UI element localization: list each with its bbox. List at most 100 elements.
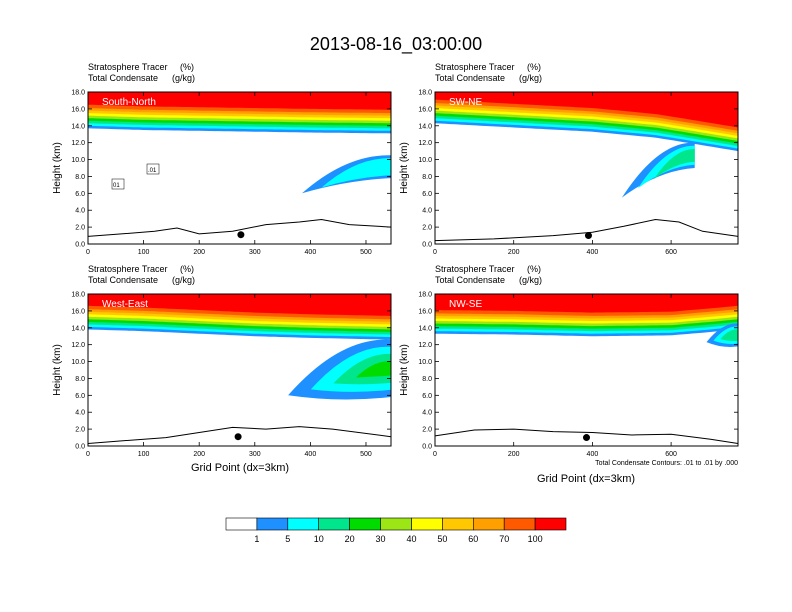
colorbar-label: 20 [345, 534, 355, 544]
location-marker [583, 434, 590, 442]
panel-west-east: Stratosphere Tracer (%) Total Condensate… [52, 264, 392, 474]
x-tick-label: 300 [249, 249, 261, 256]
location-marker [237, 231, 245, 239]
location-marker [234, 433, 242, 441]
x-tick-label: 600 [665, 451, 677, 458]
tracer-level-10 [88, 92, 391, 110]
y-tick-label: 6.0 [422, 393, 432, 400]
y-tick-label: 10.0 [71, 157, 85, 164]
subtitle-tracer: Stratosphere Tracer [88, 264, 168, 274]
y-tick-label: 10.0 [418, 157, 432, 164]
y-tick-label: 16.0 [71, 308, 85, 315]
y-tick-label: 4.0 [422, 208, 432, 215]
y-tick-label: 16.0 [418, 308, 432, 315]
y-tick-label: 8.0 [422, 376, 432, 383]
contour-label-box [146, 163, 160, 175]
intrusion-level-4 [356, 361, 391, 378]
subtitle-tracer: Stratosphere Tracer [88, 62, 168, 72]
contour-label-box [111, 178, 125, 190]
colorbar-swatch [256, 517, 289, 531]
tracer-level-10 [88, 294, 391, 316]
colorbar-label: 1 [254, 534, 259, 544]
panel-label: South-North [102, 97, 156, 108]
subtitle-condensate: Total Condensate [435, 275, 505, 285]
terrain-line [434, 218, 739, 242]
panel-label: West-East [102, 299, 148, 310]
intrusion-level-2 [321, 158, 391, 188]
y-tick-label: 2.0 [422, 427, 432, 434]
y-tick-label: 6.0 [75, 393, 85, 400]
tracer-level-10 [435, 294, 738, 313]
y-tick-label: 2.0 [75, 225, 85, 232]
plot-frame [87, 91, 392, 245]
terrain-line [434, 428, 739, 444]
colorbar-label: 60 [468, 534, 478, 544]
colorbar-swatch [225, 517, 258, 531]
figure-title: 2013-08-16_03:00:00 [310, 34, 482, 55]
intrusion-level-3 [720, 329, 738, 342]
contour-label: .01 [148, 168, 157, 174]
colorbar-swatch [287, 517, 319, 531]
y-tick-label: 14.0 [71, 123, 85, 130]
colorbar: 1 5 10 20 30 40 50 60 70 100 [225, 517, 567, 544]
y-tick-label: 6.0 [422, 191, 432, 198]
panel-south-north: Stratosphere Tracer (%) Total Condensate… [52, 62, 392, 256]
contour-footnote: Total Condensate Contours: .01 to .01 by… [595, 460, 738, 467]
panel-sw-ne: Stratosphere Tracer (%) Total Condensate… [399, 62, 739, 256]
x-tick-label: 0 [433, 249, 437, 256]
subtitle-tracer-unit: (%) [180, 62, 194, 72]
colorbar-label: 30 [375, 534, 385, 544]
y-tick-label: 12.0 [418, 140, 432, 147]
x-tick-label: 0 [86, 451, 90, 458]
x-tick-label: 100 [138, 451, 150, 458]
colorbar-label: 70 [499, 534, 509, 544]
y-tick-label: 8.0 [75, 174, 85, 181]
x-tick-label: 600 [665, 249, 677, 256]
y-tick-label: 12.0 [418, 342, 432, 349]
y-axis-label: Height (km) [52, 142, 63, 194]
y-tick-label: 14.0 [418, 123, 432, 130]
x-axis-label: Grid Point (dx=3km) [191, 462, 289, 474]
x-tick-label: 500 [360, 249, 372, 256]
panel-label: NW-SE [449, 299, 482, 310]
panel-label: SW-NE [449, 97, 482, 108]
y-axis-label: Height (km) [399, 142, 410, 194]
intrusion-level-3 [333, 353, 391, 385]
y-tick-label: 16.0 [71, 106, 85, 113]
x-tick-label: 200 [508, 249, 520, 256]
plot-area [434, 92, 739, 244]
y-tick-label: 2.0 [422, 225, 432, 232]
subtitle-tracer-unit: (%) [527, 264, 541, 274]
x-tick-label: 400 [305, 451, 317, 458]
terrain-line [87, 218, 392, 237]
panel-nw-se: Stratosphere Tracer (%) Total Condensate… [399, 264, 739, 485]
y-tick-label: 6.0 [75, 191, 85, 198]
y-tick-label: 4.0 [75, 410, 85, 417]
y-tick-label: 14.0 [418, 325, 432, 332]
plot-area [434, 294, 739, 446]
y-tick-label: 0.0 [75, 242, 85, 249]
x-tick-label: 0 [433, 451, 437, 458]
y-tick-label: 10.0 [71, 359, 85, 366]
y-tick-label: 4.0 [422, 410, 432, 417]
subtitle-condensate: Total Condensate [435, 73, 505, 83]
y-tick-label: 0.0 [75, 444, 85, 451]
y-tick-label: 18.0 [71, 90, 85, 97]
tracer-level-10 [435, 92, 738, 128]
colorbar-swatch [472, 517, 505, 531]
x-tick-label: 400 [587, 249, 599, 256]
plot-area [87, 294, 392, 446]
y-axis-label: Height (km) [52, 344, 63, 396]
colorbar-label: 10 [314, 534, 324, 544]
colorbar-label: 50 [437, 534, 447, 544]
y-tick-label: 16.0 [418, 106, 432, 113]
subtitle-tracer: Stratosphere Tracer [435, 264, 515, 274]
y-tick-label: 4.0 [75, 208, 85, 215]
x-tick-label: 400 [305, 249, 317, 256]
y-tick-label: 18.0 [71, 292, 85, 299]
plot-frame [87, 293, 392, 447]
y-tick-label: 18.0 [418, 90, 432, 97]
colorbar-swatch [534, 517, 567, 531]
x-tick-label: 300 [249, 451, 261, 458]
y-tick-label: 12.0 [71, 342, 85, 349]
